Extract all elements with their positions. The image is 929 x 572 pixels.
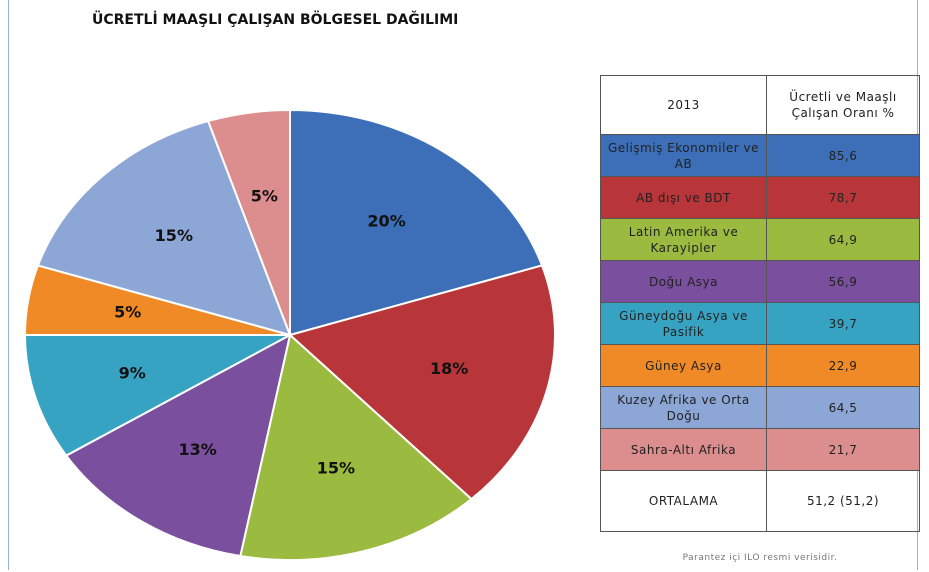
table-cell: 64,9 xyxy=(766,218,920,261)
table-row: Güneydoğu Asya ve Pasifik 39,7 xyxy=(600,302,920,345)
footer-row: ORTALAMA 51,2 (51,2) xyxy=(600,470,920,532)
slice-label: 5% xyxy=(114,303,141,322)
pie-slice xyxy=(23,334,291,457)
chart-title: ÜCRETLİ MAAŞLI ÇALIŞAN BÖLGESEL DAĞILIMI xyxy=(92,10,458,28)
table-cell: 22,9 xyxy=(766,344,920,387)
table-cell: Güneydoğu Asya ve Pasifik xyxy=(600,302,767,345)
table-cell: Güney Asya xyxy=(600,344,767,387)
pie-slice xyxy=(289,108,544,337)
table-cell: AB dışı ve BDT xyxy=(600,176,767,219)
table-cell: Gelişmiş Ekonomiler ve AB xyxy=(600,134,767,177)
table-row: AB dışı ve BDT 78,7 xyxy=(600,176,920,219)
pie-slice xyxy=(64,333,292,558)
table-note: Parantez içi ILO resmi verisidir. xyxy=(682,553,838,563)
pie-slice xyxy=(36,119,292,337)
table-row: Gelişmiş Ekonomiler ve AB 85,6 xyxy=(600,134,920,177)
header-row: 2013 Ücretli ve Maaşlı Çalışan Oranı % xyxy=(600,75,920,135)
pie-slice xyxy=(239,333,473,561)
slice-label: 15% xyxy=(155,226,193,245)
table-cell: 56,9 xyxy=(766,260,920,303)
table-cell: 85,6 xyxy=(766,134,920,177)
table-row: Sahra-Altı Afrika 21,7 xyxy=(600,428,920,471)
slice-label: 9% xyxy=(119,363,146,382)
table-cell: Doğu Asya xyxy=(600,260,767,303)
table-cell: Ücretli ve Maaşlı Çalışan Oranı % xyxy=(766,75,920,135)
table-row: Güney Asya 22,9 xyxy=(600,344,920,387)
slice-label: 15% xyxy=(317,458,355,477)
table-cell: 78,7 xyxy=(766,176,920,219)
table-cell: 64,5 xyxy=(766,386,920,429)
table-cell: 21,7 xyxy=(766,428,920,471)
table-cell: 39,7 xyxy=(766,302,920,345)
table-cell: Sahra-Altı Afrika xyxy=(600,428,767,471)
table-cell: 2013 xyxy=(600,75,767,135)
data-table: 2013 Ücretli ve Maaşlı Çalışan Oranı % Gel… xyxy=(600,75,920,532)
slice-label: 13% xyxy=(179,440,217,459)
slice-label: 5% xyxy=(251,187,278,206)
slice-label: 18% xyxy=(430,359,468,378)
pie-slice xyxy=(206,108,291,336)
table-cell: ORTALAMA xyxy=(600,470,767,532)
table-cell: 51,2 (51,2) xyxy=(766,470,920,532)
slice-label: 20% xyxy=(367,212,405,231)
pie-slice xyxy=(287,264,556,501)
table-cell: Kuzey Afrika ve Orta Doğu xyxy=(600,386,767,429)
table-cell: Latin Amerika ve Karayipler xyxy=(600,218,767,261)
table-row: Kuzey Afrika ve Orta Doğu 64,5 xyxy=(600,386,920,429)
table-row: Latin Amerika ve Karayipler 64,9 xyxy=(600,218,920,261)
table-row: Doğu Asya 56,9 xyxy=(600,260,920,303)
